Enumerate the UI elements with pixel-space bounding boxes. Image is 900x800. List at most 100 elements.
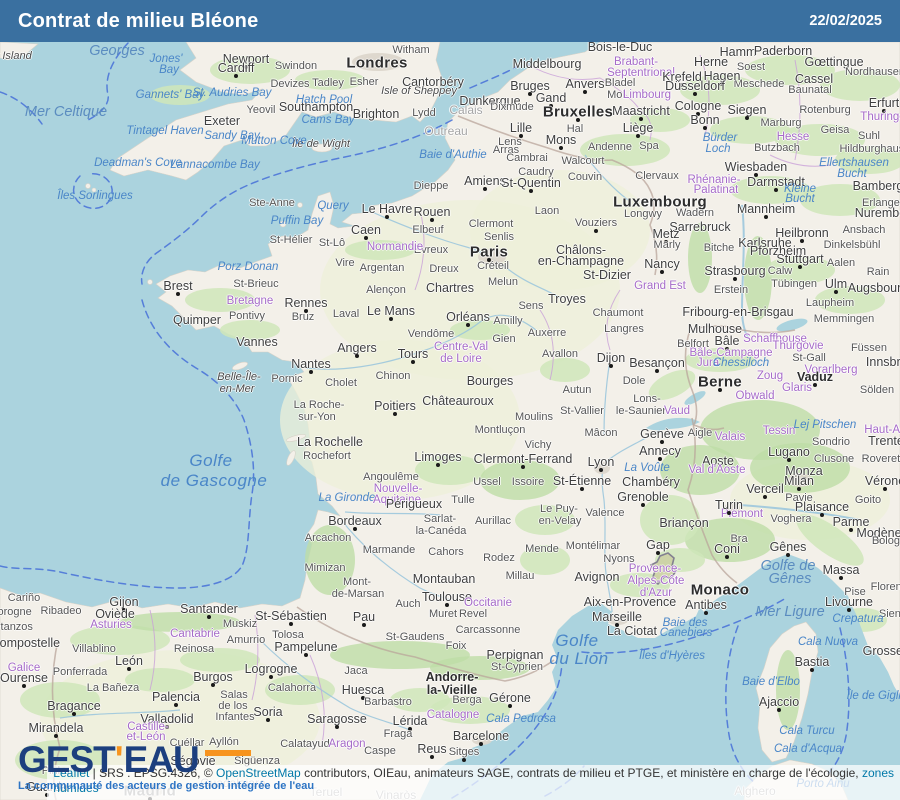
- map-label: Obwald: [735, 390, 775, 402]
- city-dot-icon: [576, 118, 580, 122]
- logo-apostrophe: ': [114, 739, 124, 780]
- map-label: la-Canéda: [415, 525, 467, 537]
- map-label: Caspe: [364, 745, 396, 757]
- map-label: Pampelune: [274, 640, 338, 654]
- map-label: Bruxelles: [542, 103, 614, 121]
- city-dot-icon: [466, 323, 470, 327]
- city-dot-icon: [304, 309, 308, 313]
- map-label: Mulhouse: [687, 322, 743, 336]
- city-dot-icon: [787, 458, 791, 462]
- map-label: La Roche-: [293, 399, 345, 411]
- map-label: Liège: [622, 121, 654, 135]
- map-label: Cala Nuova: [797, 636, 859, 648]
- map-label: Plaisance: [794, 500, 850, 514]
- city-dot-icon: [660, 270, 664, 274]
- bleone-watershed-polygon[interactable]: [649, 552, 678, 586]
- map-label: Hamm: [719, 45, 757, 59]
- map-label: Millau: [505, 570, 535, 582]
- map-label: Chambéry: [622, 475, 680, 489]
- map-label: Vannes: [236, 335, 278, 349]
- map-label: Ajaccio: [758, 695, 800, 709]
- map-label: Mons: [545, 133, 577, 147]
- zones-humides-link-part1[interactable]: zones: [861, 765, 894, 780]
- map-label: Dole: [622, 375, 646, 387]
- map-label: Lérida: [392, 714, 428, 728]
- map-label: Caudry: [518, 166, 554, 178]
- map-label: Sölden: [859, 384, 895, 396]
- osm-link[interactable]: OpenStreetMap: [216, 765, 301, 780]
- map-label: Palencia: [152, 690, 200, 704]
- city-dot-icon: [641, 503, 645, 507]
- map-label: Dijon: [596, 351, 626, 365]
- map-label: Georges: [89, 43, 145, 59]
- map-label: Valladolid: [140, 712, 194, 726]
- map-label: Lens: [498, 136, 522, 148]
- map-label: Florence: [870, 581, 900, 593]
- map-label: Anvers: [565, 77, 605, 91]
- map-label: Mer Ligure: [755, 604, 825, 620]
- city-dot-icon: [174, 703, 178, 707]
- map-label: Aragon: [328, 738, 366, 750]
- map-label: Lej Pitschen: [793, 419, 857, 431]
- map-label: Nordhausen: [845, 66, 900, 78]
- map-label: Huesca: [341, 683, 385, 697]
- map-label: sur-Yon: [298, 411, 336, 423]
- gesteau-logo[interactable]: GEST'EAU La communauté des acteurs de ge…: [18, 741, 314, 792]
- map-label: Meschede: [733, 78, 785, 90]
- map-label: Aalen: [826, 257, 856, 269]
- leaflet-link[interactable]: Leaflet: [53, 765, 90, 780]
- map-label: d'Azur: [639, 587, 673, 599]
- map-label: Gijon: [109, 595, 139, 609]
- map-label: St-Hélier: [269, 234, 313, 246]
- map-label: Mer Celtique: [24, 104, 108, 120]
- map-label: Pontivy: [228, 310, 266, 322]
- map-label: Dixmude: [490, 101, 534, 113]
- city-dot-icon: [234, 74, 238, 78]
- city-dot-icon: [810, 668, 814, 672]
- city-dot-icon: [764, 215, 768, 219]
- map-label: Belle-Île-: [217, 371, 261, 383]
- map-label: Monza: [785, 464, 823, 478]
- city-dot-icon: [583, 90, 587, 94]
- city-dot-icon: [408, 727, 412, 731]
- map-label: Geisa: [820, 124, 850, 136]
- city-dot-icon: [704, 611, 708, 615]
- city-dot-icon: [834, 290, 838, 294]
- map-label: Tulle: [451, 494, 475, 506]
- map-label: Chinon: [375, 370, 411, 382]
- map-label: St-Sébastien: [255, 609, 327, 623]
- map-label: Ste-Anne: [249, 197, 295, 209]
- city-dot-icon: [244, 65, 248, 69]
- zones-humides-link-part2[interactable]: humides: [53, 781, 99, 796]
- map-label: St-Dizier: [583, 268, 631, 282]
- map-label: Couvin: [567, 171, 603, 183]
- city-dot-icon: [594, 229, 598, 233]
- map-label: Ansbach: [842, 224, 886, 236]
- map-label: le-Saunier: [615, 405, 667, 417]
- map-label: Rhénanie-: [687, 174, 741, 186]
- map-label: Vendôme: [407, 328, 455, 340]
- map-label: Normandie: [366, 241, 424, 253]
- map-label: Gœttingue: [804, 55, 864, 69]
- map-label: Zoug: [756, 370, 784, 382]
- map-label: Pau: [352, 610, 376, 624]
- map-label: Sandy Bay: [204, 130, 260, 142]
- header-bar: Contrat de milieu Bléone 22/02/2025: [0, 0, 900, 42]
- map-label: Tintagel Haven: [126, 125, 204, 137]
- map-label: Hal: [566, 123, 584, 135]
- map-label: Melun: [488, 276, 518, 288]
- map-label: Barbastro: [364, 696, 412, 708]
- map-label: Andorre-: [425, 670, 479, 684]
- city-dot-icon: [211, 683, 215, 687]
- map-label: Baie des: [662, 617, 708, 629]
- map-label: Auxerre: [527, 327, 567, 339]
- map-label: Coni: [714, 542, 740, 556]
- map-label: Chaumont: [592, 307, 644, 319]
- map-label: Paris: [469, 243, 509, 261]
- map-label: Cholet: [325, 377, 357, 389]
- attribution-bar: Leaflet | SRS : EPSG:4326, © OpenStreetM…: [47, 764, 900, 800]
- map-label: Belfort: [677, 338, 709, 350]
- map-label: Baie d'Elbo: [742, 676, 800, 688]
- map-label: Lydd: [412, 107, 436, 119]
